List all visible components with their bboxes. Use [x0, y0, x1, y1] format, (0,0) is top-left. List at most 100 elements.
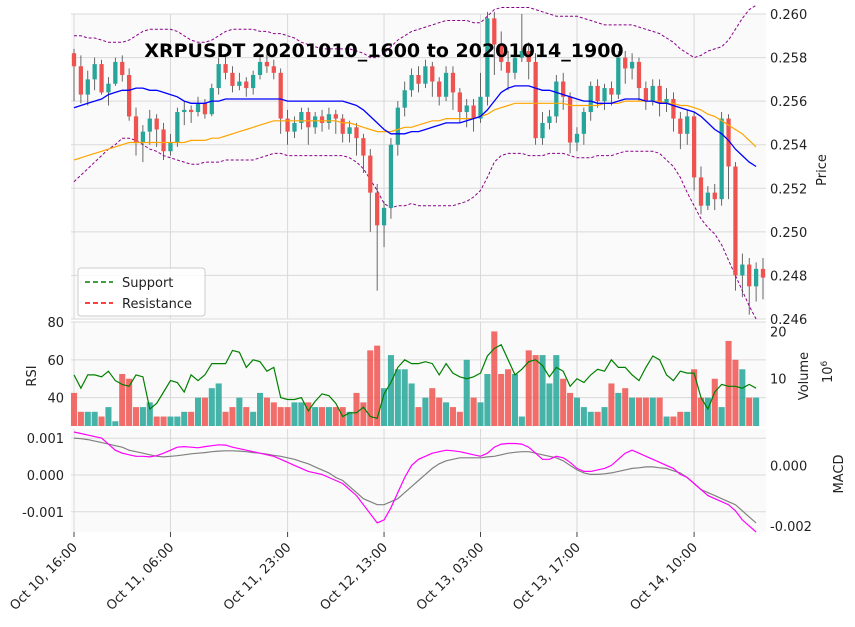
x-tick-label: Oct 11, 23:00 — [221, 540, 294, 613]
candle-down — [471, 105, 476, 119]
candle-down — [561, 81, 566, 97]
chart-title: XRPUSDT 20201010_1600 to 20201014_1900 — [144, 40, 623, 62]
macd-tick-label-left: 0.001 — [27, 432, 64, 447]
candle-down — [567, 96, 573, 143]
volume-bar — [84, 411, 91, 426]
legend: Support Resistance — [77, 267, 206, 317]
volume-bar — [505, 369, 512, 426]
volume-bar — [250, 411, 257, 426]
candle-up — [423, 66, 428, 84]
volume-bar — [429, 388, 436, 426]
volume-bar — [194, 397, 202, 426]
candle-up — [719, 118, 724, 200]
candle-down — [450, 72, 456, 93]
volume-bar — [718, 407, 725, 426]
candle-down — [333, 114, 338, 119]
candle-down — [747, 264, 752, 287]
sma-line — [73, 85, 757, 168]
candle-up — [175, 112, 180, 143]
candle-up — [299, 112, 304, 123]
volume-bar — [449, 407, 456, 426]
volume-bar — [656, 397, 663, 426]
volume-bar — [201, 397, 208, 426]
macd-grid — [71, 429, 766, 532]
candle-up — [140, 131, 146, 143]
volume-bar — [753, 397, 760, 426]
volume-bar — [436, 397, 443, 426]
volume-bar — [167, 416, 174, 426]
x-axis-ticks: Oct 10, 16:00 Oct 11, 06:00 Oct 11, 23:00 O… — [7, 532, 701, 614]
candle-up — [443, 72, 449, 97]
price-y-ticks: 0.246 0.248 0.250 0.252 0.254 0.256 0.258 0.260 — [770, 8, 807, 328]
candle-up — [251, 75, 256, 89]
candle-up — [464, 105, 469, 113]
candle-down — [430, 66, 435, 82]
candle-down — [623, 57, 628, 69]
candle-up — [216, 64, 221, 89]
candle-up — [478, 96, 483, 119]
macd-y-ticks-left: 0.001 0.000 -0.001 — [22, 432, 64, 521]
candle-down — [492, 18, 497, 45]
volume-bar — [387, 355, 394, 426]
macd-signal-line — [73, 437, 757, 524]
candle-up — [512, 57, 518, 73]
candle-down — [133, 116, 139, 143]
volume-bar — [587, 411, 594, 426]
volume-multiplier-exponent: 6 — [820, 360, 830, 366]
volume-bar — [381, 388, 388, 426]
volume-bar — [511, 374, 518, 426]
candle-up — [664, 98, 669, 104]
volume-bar — [105, 407, 112, 426]
candle-down — [188, 109, 194, 113]
volume-bar — [629, 397, 636, 426]
candle-down — [526, 51, 531, 62]
rsi-line — [73, 343, 757, 420]
candle-down — [244, 81, 249, 89]
candle-up — [402, 90, 407, 108]
volume-bar — [518, 416, 525, 426]
candle-down — [636, 61, 642, 89]
volume-bar — [711, 378, 718, 426]
candle-up — [547, 116, 552, 123]
volume-bar — [704, 397, 711, 426]
volume-bars — [70, 331, 760, 426]
candle-up — [147, 118, 152, 132]
candle-up — [257, 61, 263, 75]
volume-bar — [532, 355, 539, 426]
candle-up — [168, 142, 173, 152]
candle-up — [85, 79, 90, 95]
candle-up — [540, 122, 545, 139]
candle-up — [574, 133, 580, 143]
volume-bar — [470, 397, 477, 426]
volume-bar — [422, 397, 429, 426]
volume-bar — [649, 397, 656, 426]
volume-bar — [684, 411, 691, 426]
candle-down — [264, 61, 270, 67]
volume-bar — [222, 411, 229, 426]
macd-tick-label-left: 0.000 — [27, 469, 64, 484]
candle-up — [381, 207, 387, 226]
candle-up — [347, 127, 352, 134]
volume-tick-label: 10 — [770, 373, 787, 388]
candle-down — [340, 118, 345, 134]
candle-up — [685, 116, 690, 134]
volume-bar — [153, 416, 160, 426]
macd-tick-label-right: -0.002 — [770, 520, 812, 535]
volume-bar — [70, 392, 78, 426]
volume-bar — [332, 407, 339, 426]
candle-up — [519, 51, 524, 58]
candle-down — [361, 138, 366, 156]
price-tick-label: 0.248 — [770, 269, 807, 284]
macd-lines — [73, 431, 757, 533]
volume-bar — [691, 369, 698, 426]
candle-down — [691, 116, 697, 178]
volume-bar — [463, 359, 470, 426]
volume-bar — [560, 378, 567, 426]
candle-down — [643, 88, 649, 102]
x-tick-label: Oct 11, 06:00 — [104, 540, 177, 613]
candle-down — [760, 268, 766, 278]
volume-bar — [215, 383, 222, 426]
candle-up — [629, 61, 635, 69]
candle-down — [609, 88, 614, 95]
